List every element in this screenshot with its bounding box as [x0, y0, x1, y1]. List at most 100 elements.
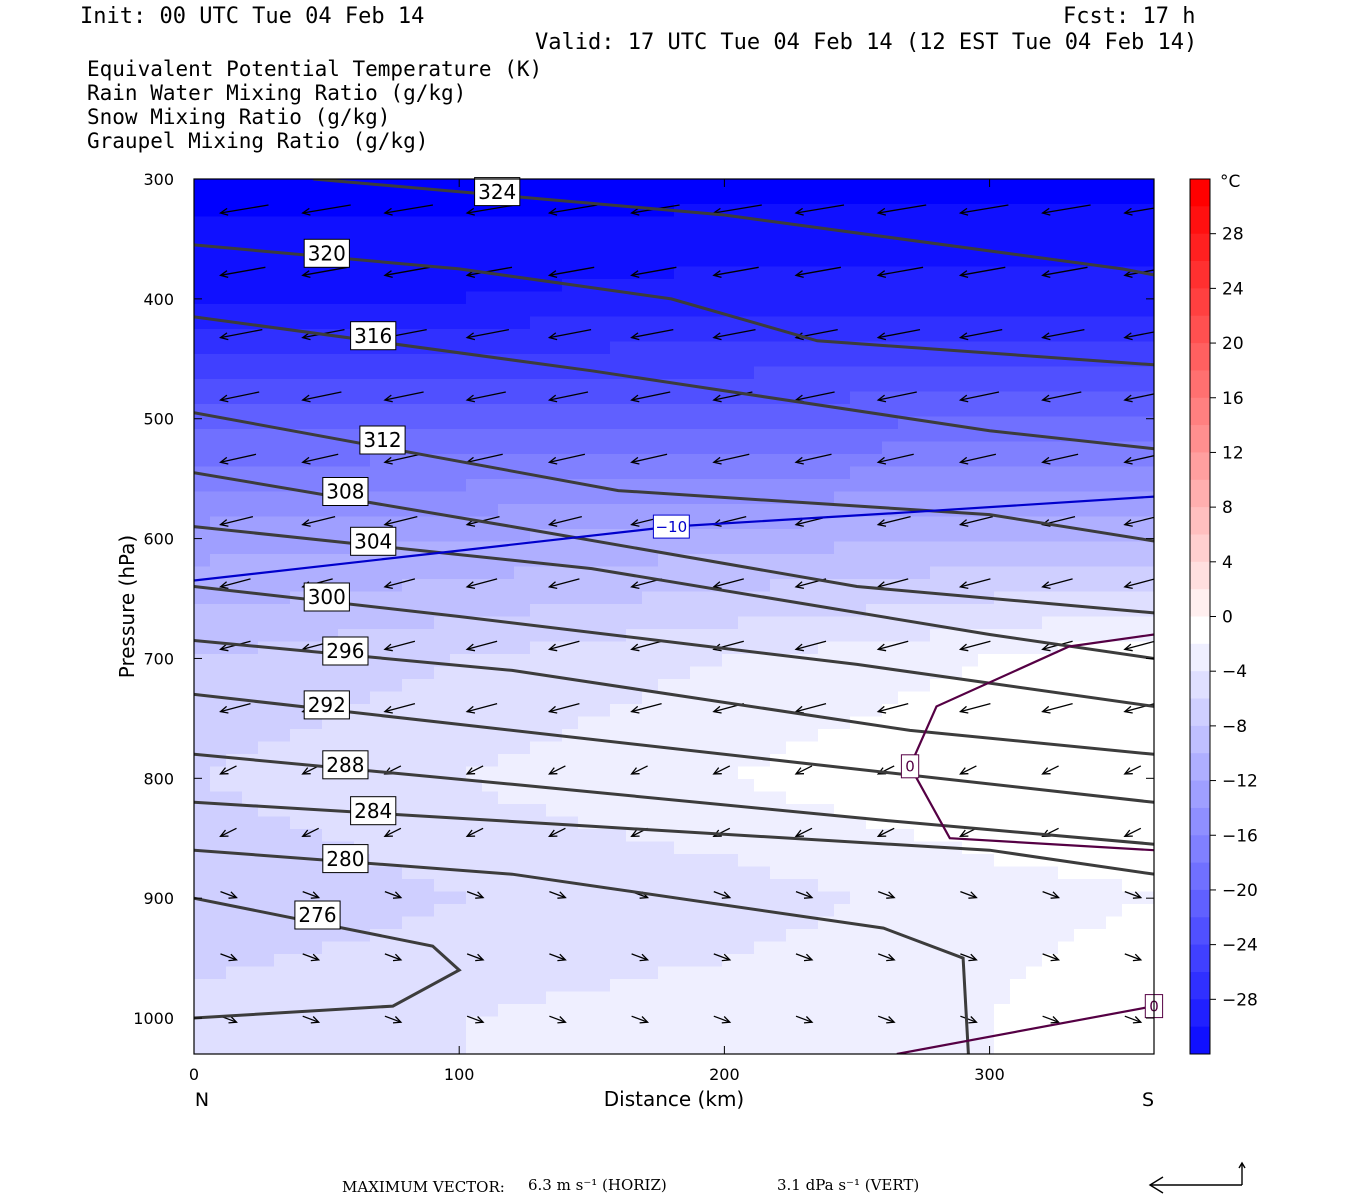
temperature-cell	[258, 179, 275, 193]
temperature-cell	[322, 966, 339, 980]
temperature-cell	[482, 379, 499, 393]
temperature-cell	[642, 279, 659, 293]
temperature-cell	[626, 904, 643, 918]
temperature-cell	[514, 241, 531, 255]
temperature-cell	[1074, 716, 1091, 730]
temperature-cell	[962, 554, 979, 568]
temperature-cell	[770, 641, 787, 655]
temperature-cell	[818, 229, 835, 243]
temperature-cell	[546, 241, 563, 255]
temperature-cell	[354, 1029, 371, 1043]
temperature-cell	[914, 404, 931, 418]
temperature-cell	[450, 754, 467, 768]
temperature-cell	[706, 291, 723, 305]
temperature-cell	[578, 779, 595, 793]
wind-vector	[1041, 328, 1085, 341]
temperature-cell	[610, 266, 627, 280]
temperature-cell	[738, 466, 755, 480]
temperature-cell	[194, 391, 211, 405]
temperature-cell	[834, 366, 851, 380]
temperature-cell	[194, 329, 211, 343]
temperature-cell	[754, 279, 771, 293]
wind-vector	[1123, 393, 1154, 403]
temperature-cell	[690, 291, 707, 305]
temperature-cell	[850, 216, 867, 230]
temperature-cell	[1138, 916, 1154, 930]
temperature-cell	[690, 429, 707, 443]
wind-vector	[549, 890, 567, 899]
temperature-cell	[418, 291, 435, 305]
temperature-cell	[914, 954, 931, 968]
temperature-cell	[386, 741, 403, 755]
temperature-cell	[1106, 929, 1123, 943]
temperature-cell	[210, 779, 227, 793]
temperature-cell	[914, 379, 931, 393]
temperature-cell	[562, 766, 579, 780]
temperature-cell	[770, 829, 787, 843]
temperature-cell	[1058, 654, 1075, 668]
north-label: N	[195, 1089, 209, 1111]
temperature-cell	[594, 1029, 611, 1043]
temperature-cell	[498, 804, 515, 818]
temperature-cell	[1042, 316, 1059, 330]
temperature-cell	[786, 479, 803, 493]
temperature-cell	[626, 1029, 643, 1043]
temperature-cell	[402, 779, 419, 793]
temperature-cell	[738, 816, 755, 830]
temperature-cell	[1074, 266, 1091, 280]
temperature-cell	[226, 191, 243, 205]
temperature-cell	[994, 554, 1011, 568]
temperature-cell	[834, 891, 851, 905]
temperature-cell	[370, 866, 387, 880]
temperature-cell	[738, 654, 755, 668]
temperature-cell	[866, 641, 883, 655]
temperature-cell	[770, 816, 787, 830]
temperature-cell	[770, 1016, 787, 1030]
temperature-cell	[1138, 904, 1154, 918]
temperature-cell	[626, 916, 643, 930]
temperature-cell	[594, 779, 611, 793]
temperature-cell	[850, 379, 867, 393]
temperature-cell	[738, 579, 755, 593]
temperature-cell	[834, 754, 851, 768]
temperature-cell	[482, 1029, 499, 1043]
temperature-cell	[418, 1016, 435, 1030]
temperature-cell	[930, 779, 947, 793]
temperature-cell	[994, 266, 1011, 280]
temperature-cell	[642, 329, 659, 343]
temperature-cell	[610, 429, 627, 443]
temperature-cell	[690, 1016, 707, 1030]
temperature-cell	[754, 191, 771, 205]
temperature-cell	[802, 741, 819, 755]
temperature-cell	[1074, 179, 1091, 193]
temperature-cell	[194, 254, 211, 268]
temperature-cell	[1026, 891, 1043, 905]
wind-vector	[958, 640, 991, 652]
temperature-cell	[866, 529, 883, 543]
temperature-cell	[258, 204, 275, 218]
temperature-cell	[546, 941, 563, 955]
temperature-cell	[450, 216, 467, 230]
temperature-cell	[626, 616, 643, 630]
temperature-cell	[434, 229, 451, 243]
colorbar-tick-label: 4	[1222, 553, 1233, 573]
temperature-cell	[1074, 291, 1091, 305]
temperature-cell	[434, 641, 451, 655]
temperature-cell	[402, 229, 419, 243]
temperature-cell	[1106, 279, 1123, 293]
temperature-cell	[722, 854, 739, 868]
temperature-cell	[1074, 679, 1091, 693]
temperature-cell	[882, 241, 899, 255]
temperature-cell	[754, 266, 771, 280]
wind-vector	[876, 702, 909, 714]
temperature-cell	[1074, 241, 1091, 255]
temperature-cell	[642, 679, 659, 693]
temperature-cell	[930, 529, 947, 543]
temperature-cell	[578, 1004, 595, 1018]
temperature-cell	[578, 416, 595, 430]
temperature-cell	[866, 941, 883, 955]
temperature-cell	[642, 341, 659, 355]
temperature-cell	[530, 979, 547, 993]
max-vector-vert: 3.1 dPa s⁻¹ (VERT)	[777, 1176, 920, 1194]
temperature-cell	[930, 279, 947, 293]
